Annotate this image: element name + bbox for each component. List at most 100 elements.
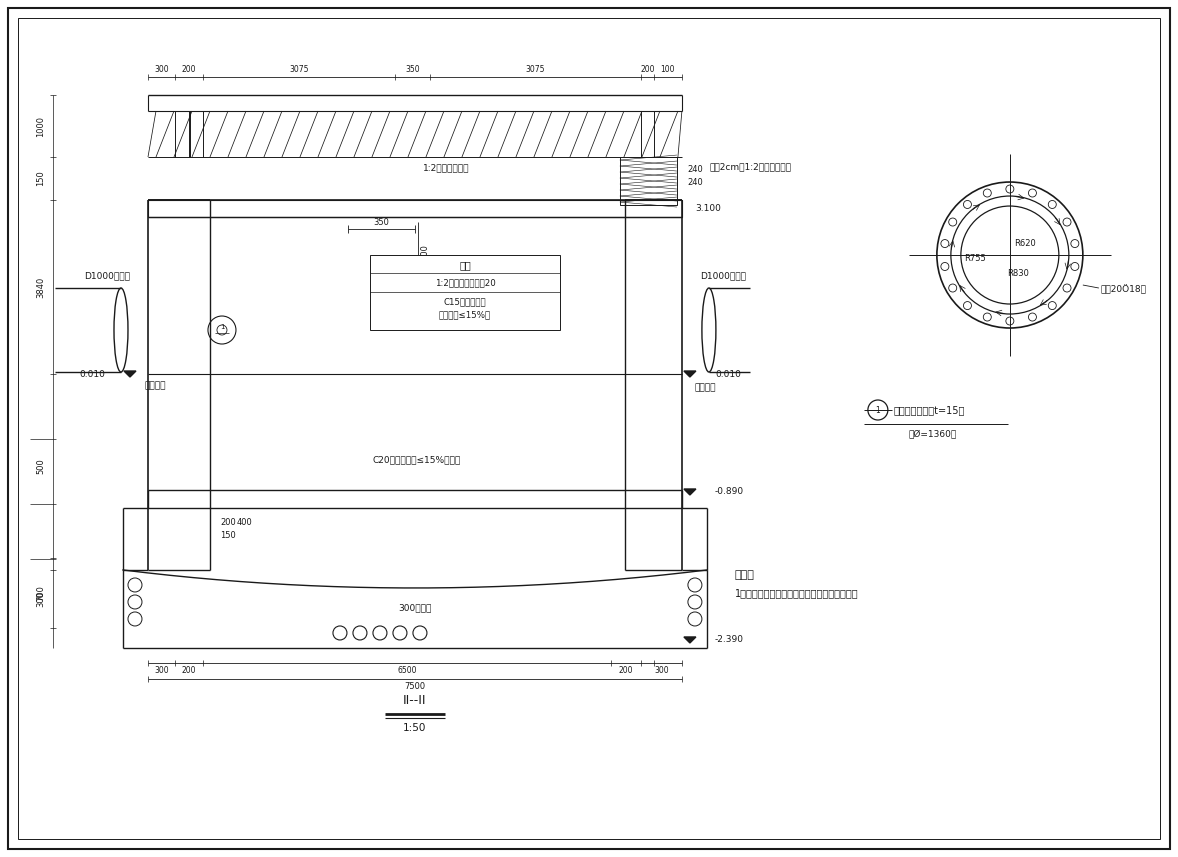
Point — [352, 458, 371, 472]
Point — [291, 446, 310, 459]
Text: www.znzmo.com: www.znzmo.com — [631, 688, 709, 732]
Point — [534, 421, 552, 434]
Point — [277, 407, 296, 421]
Point — [376, 434, 395, 447]
Text: -0.890: -0.890 — [715, 488, 744, 496]
Text: 240: 240 — [687, 177, 703, 187]
Text: （Ø=1360）: （Ø=1360） — [908, 429, 957, 439]
Text: 知末: 知末 — [835, 752, 905, 808]
Point — [515, 462, 534, 476]
Point — [485, 381, 504, 394]
Point — [564, 405, 583, 418]
Point — [213, 406, 232, 420]
Point — [304, 427, 323, 440]
Point — [351, 472, 370, 486]
Text: www.znzmo.com: www.znzmo.com — [31, 688, 110, 732]
Text: C20砠（攀毛石≤15%）封底: C20砠（攀毛石≤15%）封底 — [372, 456, 461, 464]
Point — [470, 426, 489, 440]
Text: （攀毛石≤15%）: （攀毛石≤15%） — [439, 310, 491, 320]
Point — [587, 443, 605, 457]
Point — [524, 428, 543, 441]
Point — [462, 468, 481, 482]
Point — [271, 440, 290, 454]
Point — [431, 476, 450, 489]
Point — [247, 390, 266, 404]
Point — [504, 450, 523, 464]
Point — [363, 401, 382, 415]
Point — [417, 387, 436, 400]
Point — [450, 470, 469, 484]
Point — [532, 435, 551, 449]
Point — [378, 452, 397, 465]
Point — [380, 441, 399, 455]
Text: D1000出水管: D1000出水管 — [700, 272, 746, 280]
Polygon shape — [684, 489, 696, 495]
Text: www.znzmo.com: www.znzmo.com — [31, 129, 110, 171]
Point — [244, 436, 263, 450]
Point — [217, 411, 236, 425]
Point — [511, 419, 530, 433]
Text: www.znzmo.com: www.znzmo.com — [31, 268, 110, 312]
Point — [330, 386, 349, 399]
Point — [562, 436, 581, 450]
Point — [563, 404, 582, 417]
Point — [434, 375, 452, 389]
Point — [209, 428, 227, 442]
Point — [548, 464, 567, 477]
Point — [558, 476, 577, 490]
Text: www.znzmo.com: www.znzmo.com — [231, 688, 309, 732]
Text: 150: 150 — [37, 171, 46, 187]
Point — [224, 447, 243, 461]
Point — [249, 404, 267, 417]
Point — [582, 448, 601, 462]
Point — [372, 464, 391, 478]
Point — [342, 400, 360, 414]
Point — [226, 399, 245, 412]
Point — [552, 412, 571, 426]
Point — [256, 420, 274, 434]
Point — [207, 390, 226, 404]
Point — [285, 411, 304, 424]
Point — [462, 453, 481, 467]
Point — [302, 474, 320, 488]
Point — [377, 404, 396, 417]
Text: II--II: II--II — [403, 694, 426, 708]
Point — [322, 473, 340, 487]
Point — [378, 445, 397, 458]
Text: www.znzmo.com: www.znzmo.com — [31, 548, 110, 591]
Point — [445, 375, 464, 388]
Point — [267, 463, 286, 476]
Point — [366, 401, 385, 415]
Point — [416, 395, 435, 409]
Point — [379, 382, 398, 396]
Text: 100: 100 — [661, 64, 675, 74]
Point — [368, 401, 386, 415]
Point — [385, 446, 404, 460]
Point — [521, 413, 540, 427]
Text: ID: 1145166382: ID: 1145166382 — [1001, 790, 1158, 810]
Point — [496, 385, 515, 399]
Point — [551, 446, 570, 460]
Text: www.znzmo.com: www.znzmo.com — [231, 408, 309, 452]
Point — [372, 464, 391, 478]
Point — [564, 421, 583, 434]
Point — [393, 440, 412, 454]
Point — [227, 406, 246, 420]
Point — [496, 428, 515, 441]
Point — [326, 476, 345, 489]
Text: 200: 200 — [220, 518, 236, 528]
Point — [239, 387, 258, 401]
Point — [573, 423, 591, 437]
Text: 300: 300 — [154, 64, 168, 74]
Point — [238, 415, 257, 428]
Point — [437, 463, 456, 476]
Point — [289, 402, 307, 416]
Point — [582, 474, 601, 488]
Point — [435, 469, 454, 482]
Point — [505, 464, 524, 478]
Point — [525, 440, 544, 454]
Point — [548, 456, 567, 470]
Point — [269, 441, 287, 455]
Point — [501, 381, 519, 395]
Point — [490, 417, 509, 430]
